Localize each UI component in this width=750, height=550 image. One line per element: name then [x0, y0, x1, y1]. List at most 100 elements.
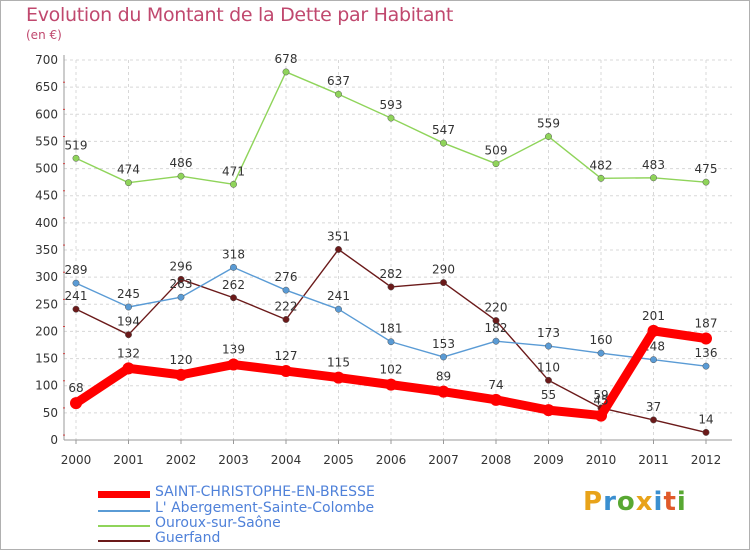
data-point: [440, 139, 447, 147]
data-label: 241: [327, 289, 350, 303]
data-label: 290: [432, 263, 455, 277]
data-point: [227, 358, 240, 371]
data-label: 559: [537, 117, 560, 131]
data-point: [122, 362, 135, 375]
y-tick-label: 700: [35, 53, 58, 67]
data-label: 289: [65, 263, 88, 277]
legend-label: Ouroux-sur-Saône: [155, 515, 281, 531]
data-label: 89: [436, 370, 451, 384]
data-point: [702, 428, 710, 436]
legend-label: L' Abergement-Sainte-Colombe: [155, 500, 375, 516]
logo-letter: i: [676, 487, 687, 517]
data-label: 678: [275, 52, 298, 66]
data-label: 160: [590, 333, 613, 347]
legend-label: SAINT-CHRISTOPHE-EN-BRESSE: [155, 484, 375, 500]
data-point: [650, 174, 657, 182]
data-point: [72, 279, 80, 287]
data-label: 37: [646, 400, 661, 414]
data-point: [125, 303, 132, 311]
data-point: [282, 316, 290, 323]
data-label: 471: [222, 164, 245, 178]
data-label: 173: [537, 326, 560, 340]
data-point: [700, 332, 712, 345]
data-point: [125, 179, 132, 187]
data-point: [492, 317, 500, 325]
logo-letter: x: [635, 487, 654, 517]
y-tick-label: 400: [35, 216, 58, 230]
x-tick-label: 2004: [271, 453, 302, 467]
x-tick-label: 2011: [638, 453, 669, 467]
data-point: [332, 371, 345, 384]
data-label: 486: [170, 156, 193, 170]
data-label: 222: [275, 299, 298, 313]
data-label: 282: [380, 267, 403, 281]
y-tick-label: 0: [50, 433, 58, 447]
legend-swatch: [98, 510, 150, 512]
y-tick-label: 150: [35, 352, 58, 366]
y-tick-label: 100: [35, 379, 58, 393]
data-label: 220: [485, 301, 508, 315]
y-tick-label: 500: [35, 162, 58, 176]
data-label: 120: [170, 353, 193, 367]
data-label: 110: [537, 360, 560, 374]
x-tick-label: 2009: [533, 453, 564, 467]
y-tick-label: 600: [35, 107, 58, 121]
data-point: [280, 365, 292, 378]
data-point: [650, 356, 657, 364]
y-tick-label: 300: [35, 270, 58, 284]
data-label: 136: [695, 346, 718, 360]
data-point: [282, 286, 290, 294]
data-label: 74: [488, 378, 503, 392]
chart-title: Evolution du Montant de la Dette par Hab…: [26, 4, 454, 26]
x-tick-label: 2012: [691, 453, 722, 467]
y-tick-label: 50: [43, 406, 58, 420]
y-tick-label: 450: [35, 189, 58, 203]
data-point: [387, 338, 395, 346]
data-point: [702, 178, 710, 186]
data-label: 181: [380, 322, 403, 336]
data-point: [492, 337, 500, 345]
data-label: 351: [327, 229, 350, 243]
data-label: 127: [275, 349, 298, 363]
data-label: 132: [117, 346, 140, 360]
data-label: 296: [170, 259, 193, 273]
x-tick-label: 2002: [166, 453, 197, 467]
data-label: 102: [380, 363, 403, 377]
data-point: [230, 263, 237, 271]
data-point: [72, 154, 80, 162]
data-label: 475: [695, 162, 718, 176]
data-label: 245: [117, 287, 140, 301]
data-point: [545, 342, 552, 350]
x-tick-label: 2006: [376, 453, 407, 467]
data-point: [387, 283, 395, 291]
data-point: [647, 324, 660, 337]
data-label: 14: [698, 412, 713, 426]
legend-swatch: [98, 525, 150, 527]
data-point: [335, 90, 342, 98]
data-label: 187: [695, 316, 718, 330]
logo-letter: i: [653, 487, 664, 517]
data-point: [335, 246, 342, 253]
legend-label: Guerfand: [155, 530, 221, 546]
data-label: 509: [485, 144, 508, 158]
x-tick-label: 2000: [61, 453, 92, 467]
data-point: [282, 68, 290, 76]
data-label: 194: [117, 315, 140, 329]
data-point: [70, 397, 82, 410]
data-point: [440, 353, 447, 361]
data-point: [437, 385, 450, 398]
y-tick-label: 250: [35, 297, 58, 311]
data-point: [230, 294, 237, 302]
data-label: 318: [222, 247, 245, 261]
data-point: [545, 376, 552, 384]
data-label: 519: [65, 138, 88, 152]
data-point: [177, 293, 185, 301]
data-label: 276: [275, 270, 298, 284]
x-tick-label: 2010: [586, 453, 617, 467]
data-point: [175, 368, 187, 381]
data-point: [72, 305, 80, 313]
data-label: 483: [642, 158, 665, 172]
y-tick-label: 200: [35, 324, 58, 338]
data-point: [490, 393, 502, 406]
